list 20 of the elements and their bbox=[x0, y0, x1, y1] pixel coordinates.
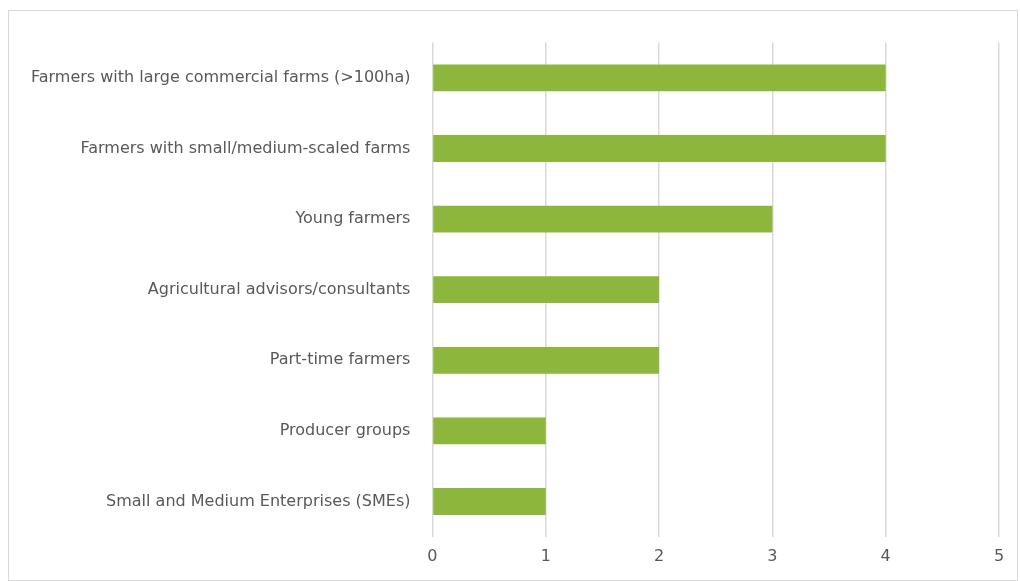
y-tick-label: Part-time farmers bbox=[269, 349, 411, 369]
x-tick-label: 1 bbox=[540, 545, 551, 565]
x-tick-label: 4 bbox=[880, 545, 891, 565]
y-tick-label: Producer groups bbox=[279, 420, 411, 440]
x-tick-label: 2 bbox=[653, 545, 665, 565]
bar bbox=[433, 205, 773, 233]
bar bbox=[433, 417, 546, 445]
y-tick-label: Young farmers bbox=[294, 208, 411, 228]
y-tick-label: Small and Medium Enterprises (SMEs) bbox=[106, 490, 411, 510]
bar bbox=[433, 135, 886, 162]
bar bbox=[433, 64, 886, 92]
bar bbox=[433, 276, 660, 304]
y-tick-label: Farmers with small/medium-scaled farms bbox=[80, 137, 411, 157]
y-tick-label: Farmers with large commercial farms (>100ha) bbox=[31, 67, 411, 87]
x-tick-label: 0 bbox=[427, 545, 438, 565]
x-tick-label: 3 bbox=[767, 545, 778, 565]
y-tick-label: Agricultural advisors/consultants bbox=[147, 278, 411, 298]
bar bbox=[433, 346, 660, 374]
bar bbox=[433, 488, 546, 515]
x-tick-label: 5 bbox=[993, 545, 1005, 565]
